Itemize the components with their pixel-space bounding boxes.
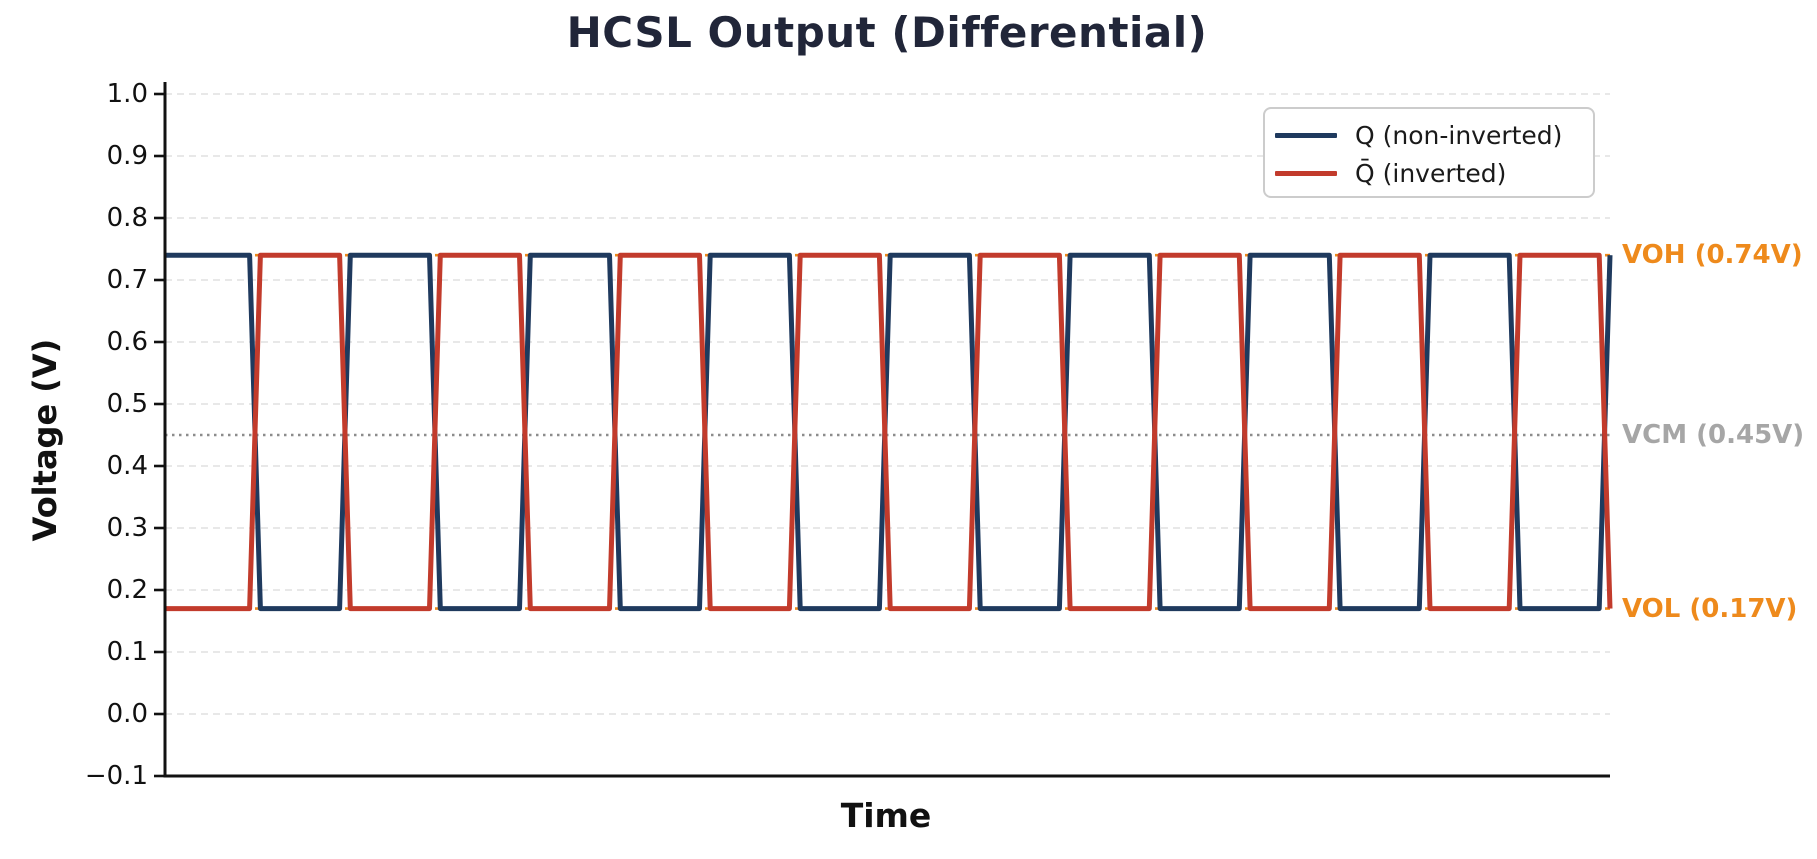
y-tick-label: 0.0 bbox=[106, 699, 148, 729]
waveform-q bbox=[165, 252, 1613, 612]
y-tick-label: 0.2 bbox=[106, 575, 148, 605]
legend-label-q: Q (non-inverted) bbox=[1355, 120, 1563, 150]
y-tick-label: −0.1 bbox=[84, 761, 148, 791]
annotation-vcm: VCM (0.45V) bbox=[1622, 420, 1805, 450]
legend-label-qbar: Q̄ (inverted) bbox=[1355, 158, 1507, 188]
y-tick-label: 0.5 bbox=[106, 389, 148, 419]
legend: Q (non-inverted) Q̄ (inverted) bbox=[1263, 107, 1595, 198]
legend-line-q bbox=[1275, 132, 1337, 138]
legend-line-qbar bbox=[1275, 170, 1337, 176]
annotation-voh: VOH (0.74V) bbox=[1622, 240, 1803, 270]
waveform-qbar bbox=[165, 252, 1613, 612]
y-tick-label: 0.3 bbox=[106, 513, 148, 543]
y-tick-label: 1.0 bbox=[106, 79, 148, 109]
legend-item-qbar: Q̄ (inverted) bbox=[1275, 154, 1593, 192]
y-tick-label: 0.9 bbox=[106, 141, 148, 171]
legend-item-q: Q (non-inverted) bbox=[1275, 116, 1593, 154]
chart-title: HCSL Output (Differential) bbox=[566, 8, 1208, 57]
y-tick-label: 0.1 bbox=[106, 637, 148, 667]
y-tick-label: 0.7 bbox=[106, 265, 148, 295]
x-axis-label: Time bbox=[840, 796, 932, 835]
y-tick-label: 0.6 bbox=[106, 327, 148, 357]
y-tick-label: 0.4 bbox=[106, 451, 148, 481]
y-tick-label: 0.8 bbox=[106, 203, 148, 233]
annotation-vol: VOL (0.17V) bbox=[1622, 594, 1798, 624]
